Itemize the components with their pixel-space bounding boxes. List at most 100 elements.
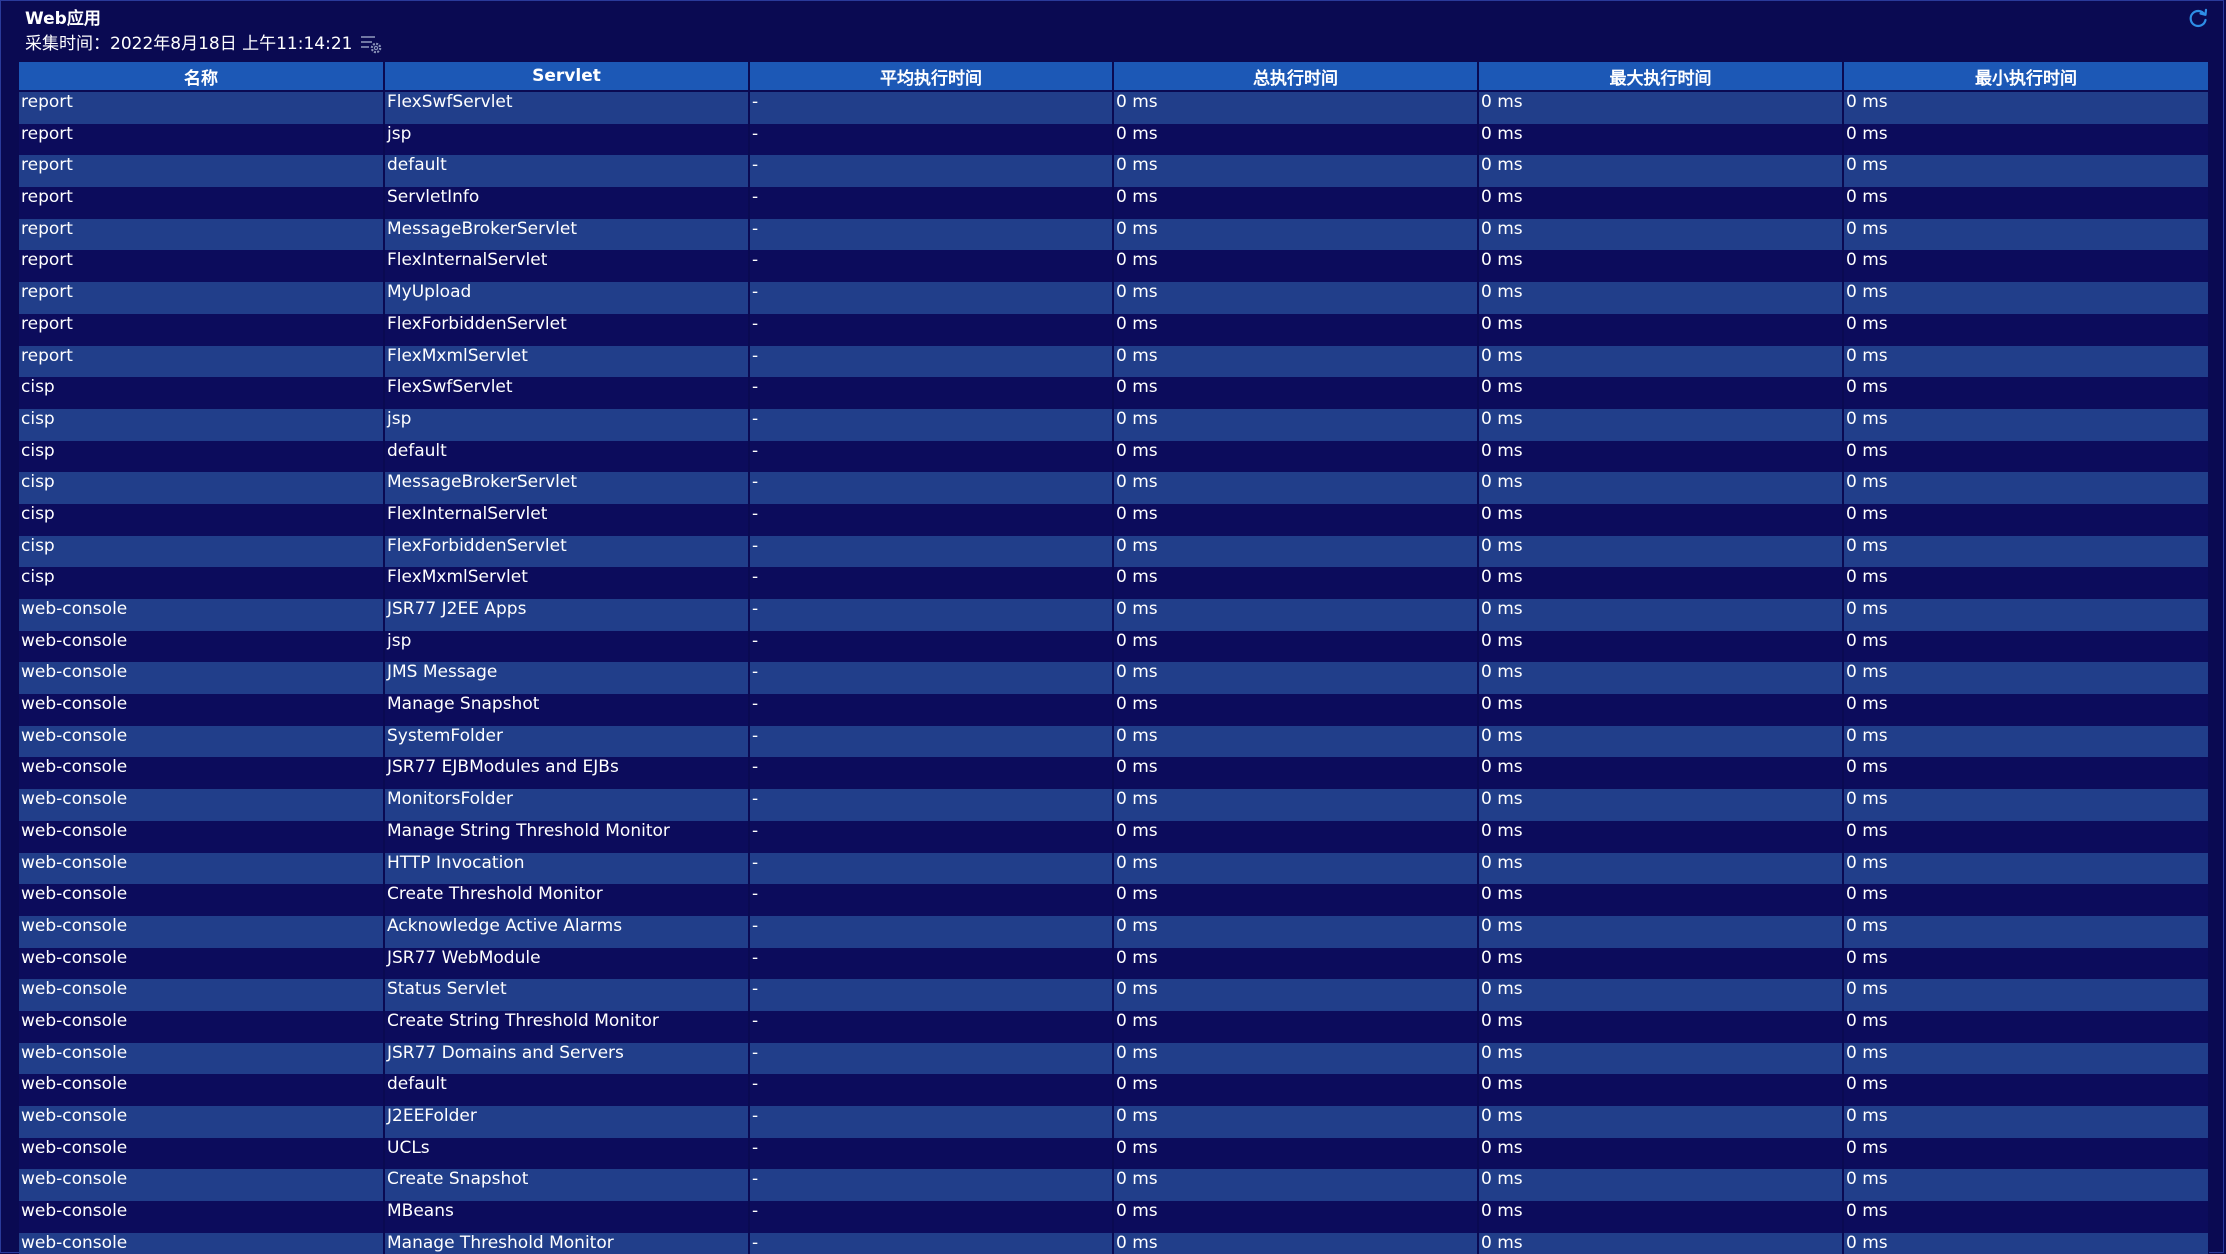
table-row[interactable]: web-console Manage Threshold Monitor -0 ms… (19, 1232, 2209, 1254)
table-row[interactable]: web-console Manage Snapshot -0 ms 0 ms 0 ms (19, 694, 2209, 726)
table-row[interactable]: web-console JSR77 Domains and Servers -0 m… (19, 1042, 2209, 1075)
cell-min-time: 0 ms (1843, 250, 2209, 283)
cell-max-time: 0 ms (1478, 313, 1844, 346)
cell-max-time: 0 ms (1478, 123, 1844, 156)
cell-name: web-console (19, 1106, 385, 1138)
cell-name: web-console (19, 884, 385, 916)
cell-max-time: 0 ms (1478, 1010, 1844, 1043)
column-header-max-time[interactable]: 最大执行时间 (1478, 62, 1844, 92)
table-row[interactable]: cisp FlexInternalServlet -0 ms 0 ms 0 ms (19, 503, 2209, 536)
cell-max-time: 0 ms (1478, 377, 1844, 409)
column-header-min-time[interactable]: 最小执行时间 (1843, 62, 2209, 92)
column-header-servlet[interactable]: Servlet (384, 62, 750, 92)
table-row[interactable]: report FlexInternalServlet -0 ms 0 ms 0 ms (19, 250, 2209, 283)
cell-name: cisp (19, 567, 385, 599)
refresh-icon[interactable] (2187, 7, 2209, 29)
cell-max-time: 0 ms (1478, 91, 1844, 124)
cell-min-time: 0 ms (1843, 662, 2209, 695)
cell-name: web-console (19, 789, 385, 821)
table-row[interactable]: cisp MessageBrokerServlet -0 ms 0 ms 0 ms (19, 472, 2209, 504)
cell-avg-time: - (749, 1010, 1114, 1043)
table-row[interactable]: cisp FlexMxmlServlet -0 ms 0 ms 0 ms (19, 567, 2209, 599)
table-row[interactable]: report FlexSwfServlet -0 ms 0 ms 0 ms (19, 91, 2209, 124)
column-header-name[interactable]: 名称 (19, 62, 385, 92)
cell-total-time: 0 ms (1113, 91, 1479, 124)
table-row[interactable]: web-console JSR77 EJBModules and EJBs -0 m… (19, 757, 2209, 790)
table-row[interactable]: cisp FlexSwfServlet -0 ms 0 ms 0 ms (19, 377, 2209, 409)
cell-total-time: 0 ms (1113, 1106, 1479, 1138)
table-row[interactable]: web-console JSR77 WebModule -0 ms 0 ms 0 ms (19, 947, 2209, 980)
cell-servlet: default (384, 1074, 750, 1106)
table-row[interactable]: cisp jsp -0 ms 0 ms 0 ms (19, 408, 2209, 441)
table-row[interactable]: report jsp -0 ms 0 ms 0 ms (19, 123, 2209, 156)
cell-max-time: 0 ms (1478, 820, 1844, 853)
table-row[interactable]: web-console Status Servlet -0 ms 0 ms 0 ms (19, 979, 2209, 1011)
cell-max-time: 0 ms (1478, 535, 1844, 568)
column-header-total-time[interactable]: 总执行时间 (1113, 62, 1479, 92)
table-row[interactable]: web-console JSR77 J2EE Apps -0 ms 0 ms 0 ms (19, 599, 2209, 631)
table-row[interactable]: report ServletInfo -0 ms 0 ms 0 ms (19, 187, 2209, 219)
cell-avg-time: - (749, 282, 1114, 314)
table-row[interactable]: web-console JMS Message -0 ms 0 ms 0 ms (19, 662, 2209, 695)
cell-servlet: FlexForbiddenServlet (384, 535, 750, 568)
cell-max-time: 0 ms (1478, 440, 1844, 473)
table-row[interactable]: web-console J2EEFolder -0 ms 0 ms 0 ms (19, 1106, 2209, 1138)
cell-max-time: 0 ms (1478, 155, 1844, 188)
table-row[interactable]: web-console Acknowledge Active Alarms -0 m… (19, 915, 2209, 948)
gear-icon[interactable] (360, 33, 384, 55)
cell-max-time: 0 ms (1478, 757, 1844, 790)
servlet-table-container[interactable]: 名称 Servlet 平均执行时间 总执行时间 最大执行时间 最小执行时间 re… (19, 62, 2209, 1254)
table-row[interactable]: web-console Create Snapshot -0 ms 0 ms 0 ms (19, 1169, 2209, 1202)
cell-avg-time: - (749, 1137, 1114, 1170)
table-row[interactable]: report MyUpload -0 ms 0 ms 0 ms (19, 282, 2209, 314)
cell-avg-time: - (749, 535, 1114, 568)
table-row[interactable]: web-console MonitorsFolder -0 ms 0 ms 0 ms (19, 789, 2209, 821)
cell-name: web-console (19, 947, 385, 980)
cell-avg-time: - (749, 820, 1114, 853)
table-row[interactable]: report default -0 ms 0 ms 0 ms (19, 155, 2209, 188)
table-row[interactable]: web-console Manage String Threshold Monit… (19, 820, 2209, 853)
cell-servlet: Create Threshold Monitor (384, 884, 750, 916)
table-row[interactable]: web-console UCLs -0 ms 0 ms 0 ms (19, 1137, 2209, 1170)
table-row[interactable]: report FlexForbiddenServlet -0 ms 0 ms 0 ms (19, 313, 2209, 346)
table-row[interactable]: cisp FlexForbiddenServlet -0 ms 0 ms 0 ms (19, 535, 2209, 568)
cell-servlet: Status Servlet (384, 979, 750, 1011)
cell-max-time: 0 ms (1478, 345, 1844, 378)
cell-total-time: 0 ms (1113, 313, 1479, 346)
cell-min-time: 0 ms (1843, 599, 2209, 631)
cell-servlet: Manage Snapshot (384, 694, 750, 726)
cell-name: web-console (19, 979, 385, 1011)
cell-total-time: 0 ms (1113, 472, 1479, 504)
cell-servlet: Create String Threshold Monitor (384, 1010, 750, 1043)
cell-max-time: 0 ms (1478, 282, 1844, 314)
cell-name: web-console (19, 1010, 385, 1043)
cell-servlet: FlexForbiddenServlet (384, 313, 750, 346)
table-row[interactable]: web-console SystemFolder -0 ms 0 ms 0 ms (19, 725, 2209, 758)
cell-total-time: 0 ms (1113, 377, 1479, 409)
table-row[interactable]: report FlexMxmlServlet -0 ms 0 ms 0 ms (19, 345, 2209, 378)
table-row[interactable]: report MessageBrokerServlet -0 ms 0 ms 0 ms (19, 218, 2209, 251)
table-row[interactable]: web-console default -0 ms 0 ms 0 ms (19, 1074, 2209, 1106)
cell-avg-time: - (749, 91, 1114, 124)
cell-min-time: 0 ms (1843, 282, 2209, 314)
cell-servlet: SystemFolder (384, 725, 750, 758)
table-row[interactable]: web-console MBeans -0 ms 0 ms 0 ms (19, 1201, 2209, 1233)
cell-avg-time: - (749, 947, 1114, 980)
table-row[interactable]: web-console jsp -0 ms 0 ms 0 ms (19, 630, 2209, 663)
collect-time: 采集时间：2022年8月18日 上午11:14:21 (25, 34, 353, 54)
table-row[interactable]: web-console Create String Threshold Monit… (19, 1010, 2209, 1043)
cell-avg-time: - (749, 915, 1114, 948)
table-row[interactable]: web-console Create Threshold Monitor -0 ms… (19, 884, 2209, 916)
column-header-avg-time[interactable]: 平均执行时间 (749, 62, 1114, 92)
cell-servlet: JSR77 J2EE Apps (384, 599, 750, 631)
cell-min-time: 0 ms (1843, 915, 2209, 948)
cell-total-time: 0 ms (1113, 282, 1479, 314)
cell-total-time: 0 ms (1113, 123, 1479, 156)
table-row[interactable]: web-console HTTP Invocation -0 ms 0 ms 0 ms (19, 852, 2209, 885)
cell-max-time: 0 ms (1478, 599, 1844, 631)
table-row[interactable]: cisp default -0 ms 0 ms 0 ms (19, 440, 2209, 473)
cell-avg-time: - (749, 440, 1114, 473)
cell-total-time: 0 ms (1113, 1010, 1479, 1043)
panel-title: Web应用 (25, 9, 101, 29)
cell-min-time: 0 ms (1843, 1106, 2209, 1138)
